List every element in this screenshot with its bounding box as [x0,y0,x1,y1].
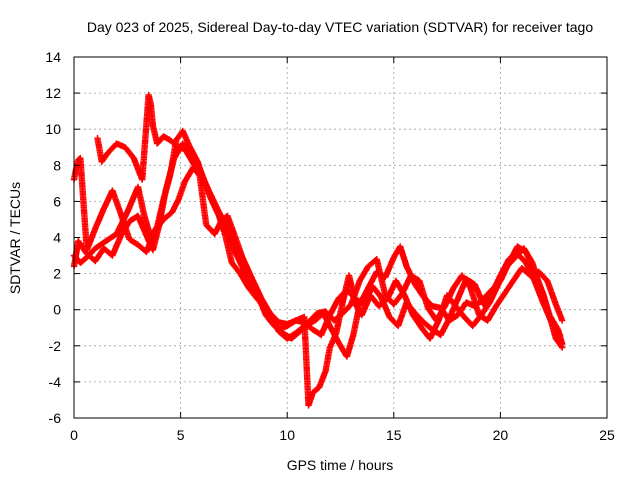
series-track-d [94,91,566,409]
x-tick-label: 0 [70,427,78,443]
y-tick-label: 10 [45,121,61,137]
y-tick-label: 2 [53,266,61,282]
data-marks [70,154,566,342]
data-marks [94,91,566,409]
y-tick-label: -2 [49,338,62,354]
x-tick-label: 20 [493,427,509,443]
y-tick-label: 0 [53,302,61,318]
x-tick-label: 15 [386,427,402,443]
y-axis-title: SDTVAR / TECUs [7,182,23,294]
y-tick-label: 8 [53,157,61,173]
x-tick-label: 10 [279,427,295,443]
y-tick-label: 12 [45,85,61,101]
x-tick-label: 5 [177,427,185,443]
y-tick-label: -4 [49,374,62,390]
y-tick-label: 14 [45,49,61,65]
y-tick-label: 4 [53,230,61,246]
series-track-c [70,154,566,342]
y-tick-label: 6 [53,193,61,209]
tick-layer: 0 5 10 15 20 25 -6 -4 -2 0 2 4 6 8 10 12 14 [45,49,615,443]
x-tick-label: 25 [599,427,615,443]
x-axis-title: GPS time / hours [287,457,394,473]
data-layer [70,91,566,409]
y-tick-label: -6 [49,410,62,426]
chart-title: Day 023 of 2025, Sidereal Day-to-day VTE… [87,19,594,35]
